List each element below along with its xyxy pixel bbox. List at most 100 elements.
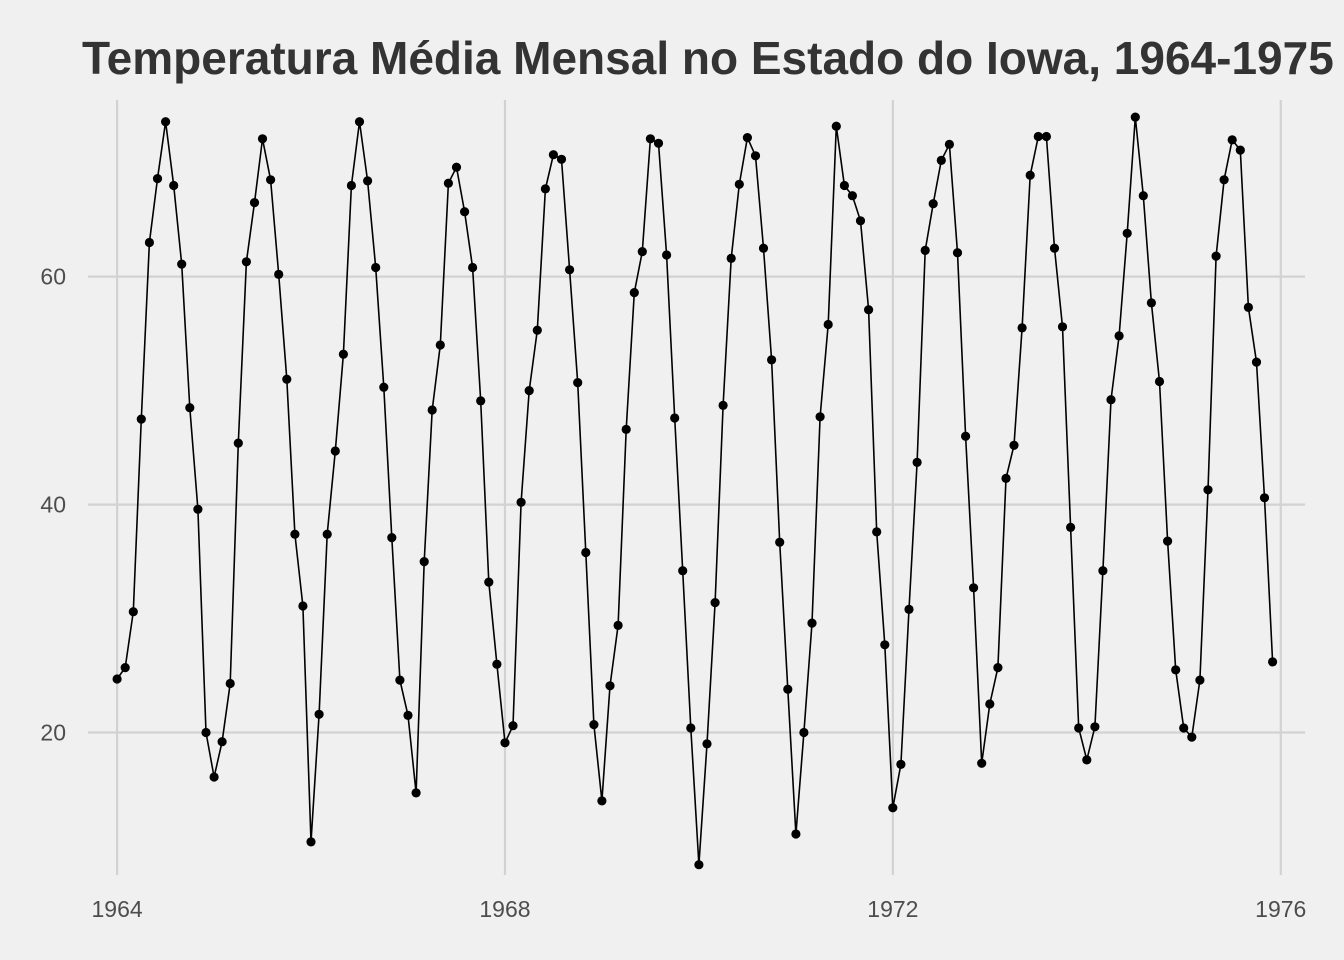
data-point <box>1243 302 1253 312</box>
data-point <box>750 151 761 161</box>
data-point <box>1017 323 1027 333</box>
data-point <box>387 533 397 543</box>
data-point <box>354 117 365 127</box>
data-point <box>1171 665 1181 675</box>
x-tick-label-1968: 1968 <box>479 896 530 922</box>
data-point <box>524 386 534 396</box>
data-point <box>888 803 898 813</box>
data-point <box>379 382 389 392</box>
data-point <box>1227 135 1237 145</box>
data-point <box>185 403 195 413</box>
data-point <box>767 355 777 365</box>
data-point <box>904 604 914 615</box>
data-point <box>460 207 470 217</box>
data-point <box>217 737 227 747</box>
data-point <box>1122 228 1132 238</box>
x-tick-label-1972: 1972 <box>867 896 918 922</box>
data-point <box>508 721 518 731</box>
data-point <box>136 414 146 424</box>
data-point <box>855 216 866 226</box>
data-point <box>912 457 922 467</box>
data-point <box>193 504 203 514</box>
data-point <box>1025 170 1035 180</box>
data-point <box>298 601 308 611</box>
x-tick-label-1976: 1976 <box>1255 896 1306 922</box>
data-point <box>1187 732 1197 742</box>
x-axis-tick-labels: 1964 1968 1972 1976 <box>92 896 1307 922</box>
data-point <box>556 154 567 164</box>
data-point <box>581 547 591 558</box>
data-point <box>637 247 647 257</box>
data-point <box>847 191 858 201</box>
data-point <box>540 184 551 194</box>
data-point <box>1251 357 1262 367</box>
data-point <box>791 829 801 839</box>
data-point <box>1001 473 1011 483</box>
data-point <box>864 305 874 315</box>
data-point <box>1163 536 1173 546</box>
y-tick-label-60: 60 <box>40 264 66 290</box>
data-point <box>839 180 850 191</box>
data-point <box>799 727 809 738</box>
data-point <box>395 675 405 685</box>
data-point <box>443 178 453 188</box>
data-point <box>678 566 688 576</box>
data-point <box>807 618 817 628</box>
data-point <box>1138 191 1148 201</box>
data-point <box>726 253 736 263</box>
data-point <box>702 739 712 749</box>
data-point <box>306 837 316 847</box>
data-point <box>1154 376 1165 387</box>
data-point <box>589 720 599 730</box>
data-point <box>969 583 979 593</box>
data-point <box>597 796 607 806</box>
data-point <box>274 269 284 279</box>
data-point <box>1114 331 1124 341</box>
grid-lines <box>88 100 1305 875</box>
data-point <box>209 772 219 782</box>
data-point <box>516 497 526 507</box>
data-point <box>161 117 171 127</box>
data-point <box>718 400 728 410</box>
data-point <box>993 663 1003 673</box>
data-point <box>573 378 583 388</box>
data-point <box>201 727 211 738</box>
data-point <box>694 860 704 870</box>
data-point <box>872 527 882 537</box>
data-point <box>1259 493 1270 503</box>
series-points <box>112 112 1278 870</box>
data-point <box>427 405 437 415</box>
x-tick-label-1964: 1964 <box>92 896 143 922</box>
data-point <box>1049 243 1060 253</box>
data-point <box>346 180 356 191</box>
data-point <box>1211 251 1221 261</box>
data-point <box>233 438 243 448</box>
data-point <box>831 121 841 131</box>
data-point <box>686 723 696 733</box>
data-point <box>920 245 930 255</box>
data-point <box>120 663 130 673</box>
data-point <box>742 133 753 143</box>
y-axis-tick-labels: 20 40 60 <box>40 264 66 746</box>
data-point <box>548 150 559 160</box>
data-point <box>985 699 995 709</box>
data-point <box>314 709 324 719</box>
data-point <box>1203 485 1213 495</box>
data-point <box>266 175 276 185</box>
data-point <box>1041 131 1051 142</box>
data-point <box>169 180 179 191</box>
data-point <box>1235 145 1245 155</box>
data-point <box>152 174 163 184</box>
data-point <box>532 325 542 335</box>
data-point <box>823 319 833 330</box>
data-point <box>565 265 575 275</box>
data-point <box>1057 322 1068 332</box>
data-point <box>363 176 373 186</box>
data-point <box>1009 440 1019 450</box>
data-point <box>249 198 260 208</box>
data-point <box>928 199 938 209</box>
data-point <box>419 557 429 567</box>
data-point <box>371 262 381 273</box>
data-point <box>653 138 664 148</box>
data-point <box>629 288 639 298</box>
